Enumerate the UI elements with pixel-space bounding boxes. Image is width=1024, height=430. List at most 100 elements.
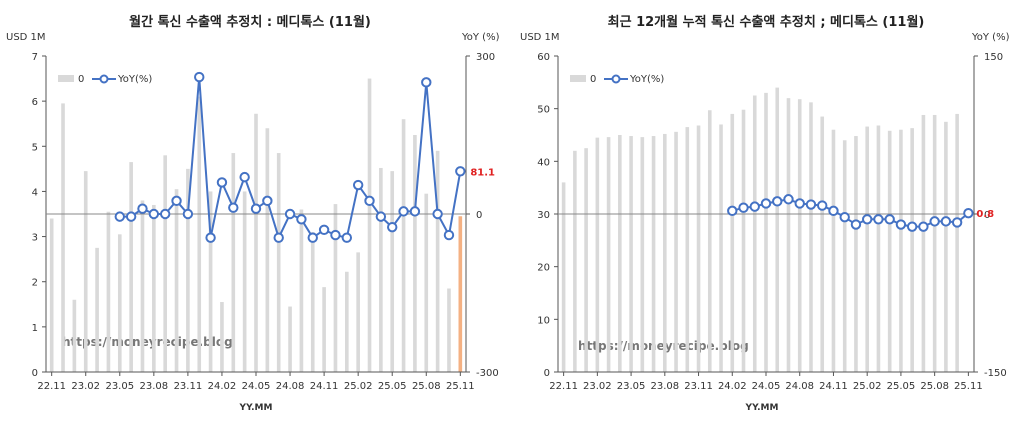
yoy-point-24.08 <box>284 208 296 220</box>
bar-25.03 <box>367 78 372 373</box>
yoy-point-24.01 <box>205 232 216 243</box>
bar-24.09 <box>809 102 813 372</box>
y-tick-label: 30 <box>537 210 550 221</box>
bar-24.11 <box>831 129 836 372</box>
x-tick-label: 24.11 <box>819 381 848 392</box>
bar-25.07 <box>921 114 926 372</box>
chart-title: 최근 12개월 누적 톡신 수출액 추정치 ; 메디톡스 (11월) <box>608 14 925 30</box>
yoy-point-24.11 <box>828 205 839 217</box>
yoy-point-23.12 <box>194 71 205 83</box>
bar-24.10 <box>310 232 315 372</box>
bar-23.06 <box>640 137 645 372</box>
y2-tick-label: 300 <box>476 52 495 63</box>
left-axis-unit: USD 1M <box>520 32 560 43</box>
watermark: https://moneyrecipe.blog <box>62 335 233 349</box>
yoy-point-24.12 <box>330 229 341 241</box>
bar-24.08 <box>288 306 292 372</box>
bar-24.01 <box>719 124 723 372</box>
yoy-point-24.07 <box>273 232 284 243</box>
bar-25.01 <box>344 271 349 372</box>
y-tick-label: 10 <box>537 315 550 326</box>
yoy-point-23.09 <box>159 208 171 220</box>
bar-25.05 <box>899 129 903 372</box>
yoy-point-24.04 <box>239 171 250 183</box>
bar-23.02 <box>595 137 600 372</box>
yoy-point-24.03 <box>228 202 239 213</box>
yoy-end-label: 81.1 <box>470 167 495 178</box>
x-tick-label: 25.02 <box>853 381 882 392</box>
x-tick-label: 25.11 <box>954 381 983 392</box>
yoy-point-25.08 <box>421 77 432 88</box>
bar-23.05 <box>629 136 633 372</box>
x-tick-label: 24.02 <box>718 381 747 392</box>
yoy-point-24.09 <box>805 199 817 210</box>
yoy-point-24.10 <box>307 232 318 243</box>
yoy-point-25.06 <box>906 221 918 232</box>
x-tick-label: 22.11 <box>37 381 66 392</box>
yoy-point-25.09 <box>432 208 443 220</box>
x-tick-label: 25.05 <box>378 381 407 392</box>
bar-23.07 <box>651 136 656 372</box>
yoy-point-25.05 <box>895 219 907 230</box>
x-tick-label: 25.08 <box>412 381 441 392</box>
y2-tick-label: -300 <box>476 368 499 379</box>
bar-23.10 <box>685 127 690 372</box>
legend: 0 YoY(%) <box>570 74 664 85</box>
bar-24.05 <box>254 113 258 372</box>
bar-25.02 <box>356 252 360 372</box>
right-axis-unit: YoY (%) <box>461 32 500 43</box>
yoy-point-23.06 <box>125 211 137 222</box>
y-tick-label: 3 <box>32 233 38 244</box>
x-tick-label: 24.08 <box>785 381 814 392</box>
bar-25.05 <box>390 171 395 372</box>
yoy-point-25.07 <box>409 206 421 217</box>
x-tick-label: 25.11 <box>446 381 475 392</box>
bar-24.02 <box>730 113 735 372</box>
bar-24.06 <box>265 128 270 372</box>
yoy-point-24.05 <box>250 203 262 214</box>
yoy-point-25.09 <box>940 216 952 227</box>
yoy-point-24.06 <box>262 195 273 207</box>
yoy-point-23.10 <box>171 195 182 207</box>
bar-24.12 <box>333 204 338 372</box>
y2-tick-label: -150 <box>984 368 1007 379</box>
bar-25.10 <box>447 288 451 372</box>
bar-24.10 <box>820 116 825 372</box>
x-tick-label: 23.05 <box>105 381 134 392</box>
legend-line-marker <box>99 74 109 84</box>
bar-24.01 <box>208 191 213 372</box>
x-tick-label: 24.08 <box>276 381 305 392</box>
yoy-point-24.02 <box>727 205 738 217</box>
x-tick-label: 23.08 <box>140 381 169 392</box>
bar-24.06 <box>775 87 780 372</box>
bar-24.04 <box>242 191 247 372</box>
x-tick-label: 22.11 <box>549 381 578 392</box>
x-tick-label: 25.02 <box>344 381 373 392</box>
bar-23.05 <box>117 234 122 372</box>
bar-23.07 <box>140 200 145 372</box>
bar-25.11 <box>458 216 463 372</box>
y2-tick-label: 0 <box>984 210 990 221</box>
yoy-point-25.10 <box>443 229 455 241</box>
legend-line-label: YoY(%) <box>629 74 664 85</box>
bar-23.11 <box>696 125 701 373</box>
bar-23.02 <box>83 171 88 372</box>
y-tick-label: 50 <box>537 105 550 116</box>
bar-24.09 <box>299 209 304 372</box>
y-tick-label: 60 <box>537 52 550 63</box>
bar-24.11 <box>322 287 326 372</box>
y-tick-label: 6 <box>32 97 38 108</box>
bar-25.06 <box>401 119 406 372</box>
y-tick-label: 40 <box>537 157 550 168</box>
bar-23.12 <box>707 110 712 372</box>
bar-24.07 <box>276 153 281 372</box>
yoy-point-25.11 <box>455 166 466 177</box>
yoy-point-25.01 <box>341 232 353 243</box>
legend-bar-swatch <box>58 75 74 82</box>
yoy-point-24.06 <box>772 196 783 207</box>
yoy-point-25.03 <box>873 214 884 225</box>
bar-24.03 <box>231 153 236 372</box>
y-tick-label: 1 <box>32 323 38 334</box>
legend-line-marker <box>611 74 621 84</box>
